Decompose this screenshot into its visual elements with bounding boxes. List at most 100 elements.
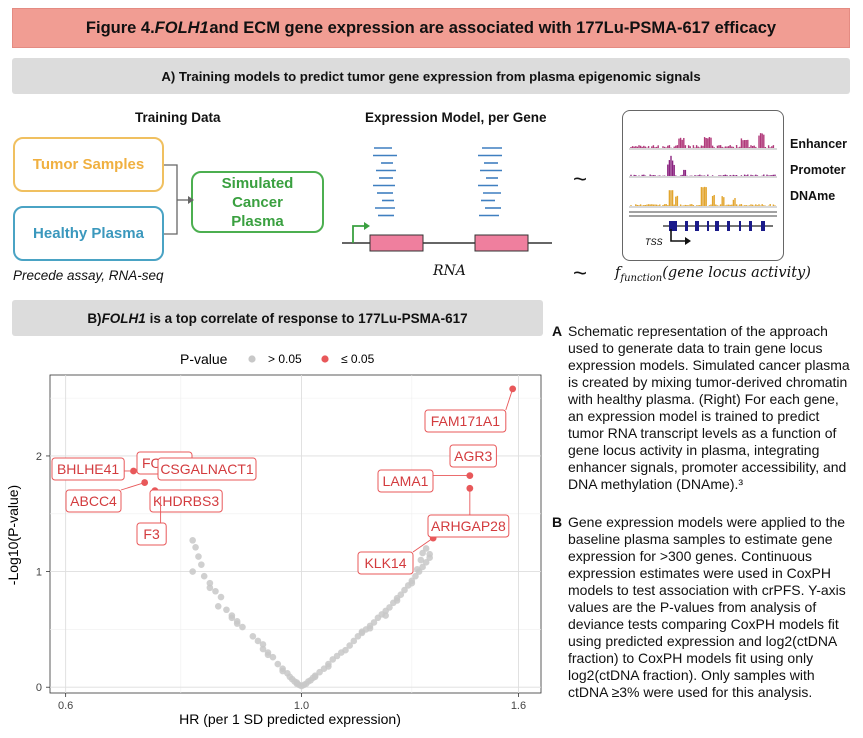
gene-exon bbox=[739, 221, 741, 231]
point-nonsignificant bbox=[358, 628, 366, 636]
gene-exon bbox=[669, 221, 677, 231]
gene-label-abcc4: ABCC4 bbox=[70, 493, 117, 509]
point-nonsignificant bbox=[382, 612, 389, 619]
track-label-promoter: Promoter bbox=[790, 163, 846, 177]
point-nonsignificant bbox=[233, 618, 241, 625]
track-plot: TSS bbox=[629, 133, 777, 247]
track-label-dname: DNAme bbox=[790, 189, 836, 203]
genome-browser-panel: TSS bbox=[622, 110, 784, 261]
point-nonsignificant bbox=[214, 602, 222, 610]
point-nonsignificant bbox=[350, 637, 358, 645]
gene-label-arhgap28: ARHGAP28 bbox=[431, 518, 506, 534]
gene-label-box bbox=[51, 457, 125, 481]
gene-label-fam171a1: FAM171A1 bbox=[431, 413, 500, 429]
legend-title: P-value bbox=[180, 351, 228, 367]
gene-exon bbox=[707, 221, 709, 231]
point-nonsignificant bbox=[200, 572, 208, 580]
point-nonsignificant bbox=[337, 649, 345, 656]
point-nonsignificant bbox=[269, 653, 277, 661]
legend: P-value > 0.05 ≤ 0.05 bbox=[180, 351, 375, 367]
x-axis-title: HR (per 1 SD predicted expression) bbox=[179, 711, 401, 727]
rna-label: RNA bbox=[433, 263, 466, 279]
point-nonsignificant bbox=[401, 586, 408, 594]
point-nonsignificant bbox=[417, 556, 425, 564]
track-label-enhancer: Enhancer bbox=[790, 137, 847, 151]
exon-1 bbox=[369, 234, 424, 252]
legend-sig-label: ≤ 0.05 bbox=[341, 352, 375, 366]
tilde-bottom: ~ bbox=[573, 260, 588, 287]
gene-label-box bbox=[424, 409, 507, 433]
point-nonsignificant bbox=[370, 619, 378, 626]
legend-nonsig-swatch bbox=[248, 355, 256, 363]
point-nonsignificant bbox=[393, 597, 401, 604]
expression-model-heading: Expression Model, per Gene bbox=[365, 110, 547, 125]
point-nonsignificant bbox=[413, 565, 421, 573]
gene-exon bbox=[715, 221, 719, 231]
point-fam171a1 bbox=[509, 385, 517, 393]
caption-b: B Gene expression models were applied to… bbox=[552, 514, 852, 701]
gene-label-box bbox=[427, 514, 510, 538]
simulated-cancer-plasma-box: Simulated Cancer Plasma bbox=[191, 171, 324, 233]
point-nonsignificant bbox=[212, 587, 219, 595]
y-tick-label: 1 bbox=[36, 567, 42, 579]
point-nonsignificant bbox=[239, 623, 246, 631]
legend-sig-swatch bbox=[321, 355, 329, 363]
gene-label-box bbox=[65, 489, 122, 513]
gene-label-box bbox=[136, 522, 167, 546]
point-nonsignificant bbox=[279, 667, 286, 675]
section-a-title: A) Training models to predict tumor gene… bbox=[12, 58, 850, 94]
gene-exon bbox=[761, 221, 765, 231]
point-nonsignificant bbox=[408, 579, 416, 587]
gene-exon bbox=[685, 221, 688, 231]
point-nonsignificant bbox=[198, 561, 205, 568]
point-bhlhe41 bbox=[130, 467, 137, 475]
point-nonsignificant bbox=[311, 673, 319, 681]
point-nonsignificant bbox=[259, 641, 267, 648]
gene-exon bbox=[749, 221, 752, 231]
label-leader bbox=[120, 482, 145, 491]
caption-b-letter: B bbox=[552, 514, 563, 530]
label-leader bbox=[505, 388, 514, 411]
gene-expression-diagram bbox=[342, 147, 552, 252]
point-nonsignificant bbox=[223, 606, 230, 614]
caption-a: A Schematic representation of the approa… bbox=[552, 323, 852, 493]
section-b-title: B) FOLH1 is a top correlate of response … bbox=[12, 300, 543, 336]
tss-icon bbox=[670, 229, 685, 242]
label-leader bbox=[412, 537, 434, 553]
point-nonsignificant bbox=[386, 604, 393, 611]
point-nonsignificant bbox=[419, 549, 426, 557]
gene-label-f3: F3 bbox=[143, 526, 160, 542]
y-axis-title: -Log10(P-value) bbox=[5, 485, 21, 585]
gene-exon bbox=[727, 221, 730, 231]
gene-label-box bbox=[357, 551, 414, 575]
point-nonsignificant bbox=[189, 537, 196, 544]
point-nonsignificant bbox=[249, 633, 257, 640]
point-nonsignificant bbox=[192, 543, 199, 551]
y-tick-label: 2 bbox=[36, 451, 42, 463]
point-nonsignificant bbox=[189, 568, 196, 575]
point-nonsignificant bbox=[397, 591, 405, 599]
caption-b-text: Gene expression models were applied to t… bbox=[568, 514, 846, 700]
gene-label-box bbox=[149, 489, 223, 513]
figure-title: Figure 4. FOLH1 and ECM gene expression … bbox=[12, 8, 850, 48]
point-nonsignificant bbox=[228, 612, 236, 619]
point-nonsignificant bbox=[426, 550, 433, 558]
tumor-samples-box: Tumor Samples bbox=[13, 137, 164, 192]
merge-connector bbox=[164, 164, 194, 235]
point-nonsignificant bbox=[325, 663, 332, 670]
gene-label-agr3: AGR3 bbox=[454, 448, 492, 464]
gene-label-box bbox=[377, 469, 434, 493]
point-nonsignificant bbox=[422, 545, 430, 552]
healthy-plasma-box: Healthy Plasma bbox=[13, 206, 164, 261]
exon-2 bbox=[474, 234, 529, 252]
point-nonsignificant bbox=[316, 668, 323, 676]
point-nonsignificant bbox=[264, 651, 272, 659]
x-tick-label: 0.6 bbox=[58, 700, 73, 712]
legend-nonsig-label: > 0.05 bbox=[268, 352, 302, 366]
point-nonsignificant bbox=[419, 563, 426, 571]
gene-label-khdrbs3: KHDRBS3 bbox=[153, 493, 219, 509]
assay-label: Precede assay, RNA-seq bbox=[13, 268, 164, 283]
gene-label-csgalnact1: CSGALNACT1 bbox=[160, 461, 254, 477]
point-nonsignificant bbox=[366, 624, 374, 632]
